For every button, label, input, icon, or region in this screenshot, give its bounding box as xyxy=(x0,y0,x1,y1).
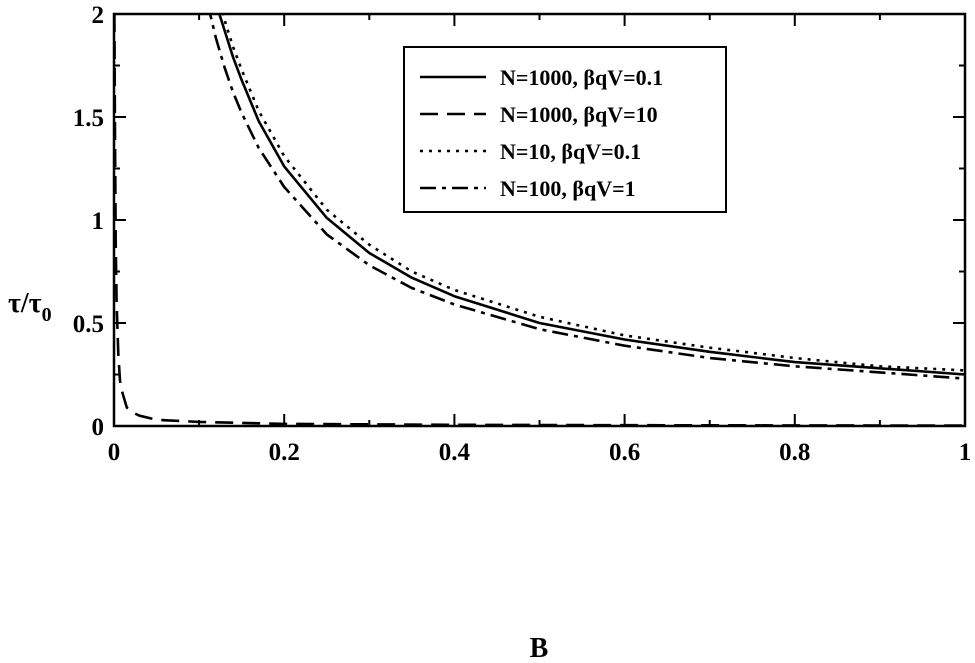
y-axis-label-main: τ/τ xyxy=(8,288,42,319)
legend-label-2: N=10, βqV=0.1 xyxy=(500,139,641,164)
x-axis-label: B xyxy=(530,633,549,663)
x-tick-label: 0.6 xyxy=(609,439,640,466)
legend: N=1000, βqV=0.1 N=1000, βqV=10 N=10, βqV=0… xyxy=(403,46,727,213)
y-axis-label-subscript: 0 xyxy=(42,304,52,326)
y-tick-label: 0 xyxy=(92,414,105,441)
legend-label-0: N=1000, βqV=0.1 xyxy=(500,65,663,90)
x-tick-label: 0.8 xyxy=(779,439,810,466)
legend-box xyxy=(403,46,727,213)
x-tick-label: 0.2 xyxy=(269,439,300,466)
x-tick-label: 0 xyxy=(108,439,121,466)
y-axis-label: τ/τ0 xyxy=(8,288,52,326)
x-tick-label: 1 xyxy=(959,439,972,466)
legend-label-3: N=100, βqV=1 xyxy=(500,176,636,201)
y-tick-label: 1.5 xyxy=(73,105,104,132)
y-tick-label: 2 xyxy=(92,2,105,29)
series-line-0 xyxy=(218,14,965,376)
legend-label-1: N=1000, βqV=10 xyxy=(500,102,658,127)
x-tick-label: 0.4 xyxy=(439,439,471,466)
y-tick-label: 0.5 xyxy=(73,311,104,338)
y-tick-label: 1 xyxy=(92,208,105,235)
